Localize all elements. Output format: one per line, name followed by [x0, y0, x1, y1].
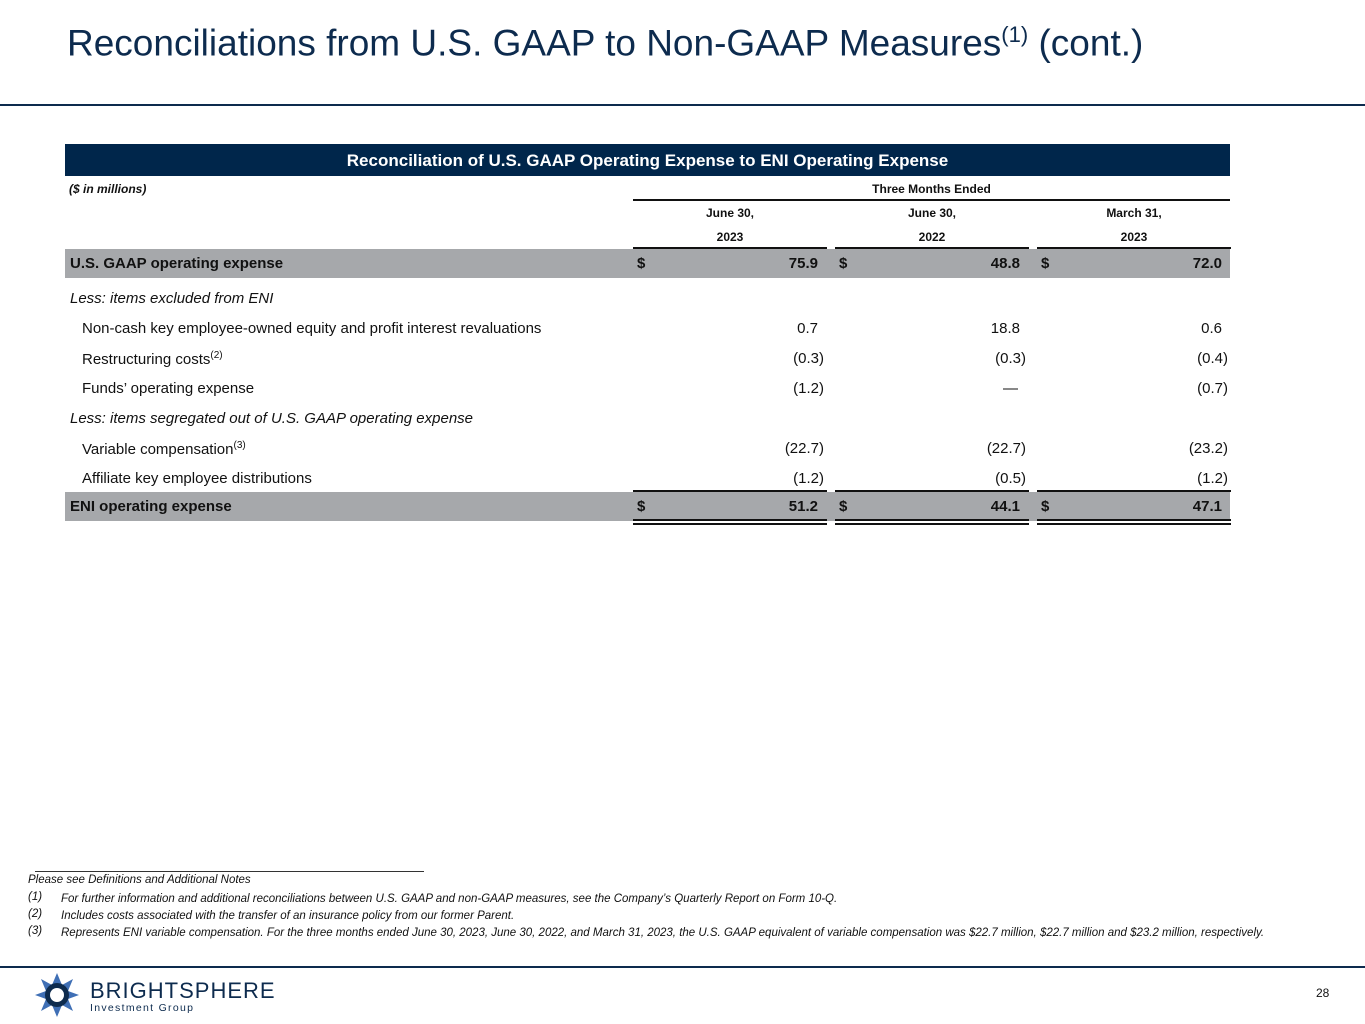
- rule: [633, 519, 827, 521]
- cell-value: (22.7): [784, 440, 824, 457]
- page-number: 28: [1316, 986, 1330, 1000]
- currency: $: [839, 255, 848, 272]
- title-sup: (1): [1001, 22, 1029, 47]
- note-ref: (2): [210, 350, 223, 361]
- logo: [35, 973, 79, 1017]
- tagline: Investment Group: [90, 1002, 195, 1014]
- row-label: Less: items segregated out of U.S. GAAP …: [70, 410, 473, 427]
- row-label: Affiliate key employee distributions: [82, 470, 312, 487]
- table-row: Non-cash key employee-owned equity and p…: [65, 314, 1230, 343]
- brand: BRIGHTSPHERE: [90, 978, 276, 1003]
- cell-value: 0.7: [797, 320, 818, 337]
- row-label: Variable compensation(3): [82, 440, 246, 458]
- cell-value: (23.2): [1188, 440, 1228, 457]
- cell-value: 0.6: [1201, 320, 1222, 337]
- table-row: ENI operating expense $51.2 $44.1 $47.1: [65, 492, 1230, 521]
- currency: $: [1041, 498, 1050, 515]
- title-suffix: (cont.): [1038, 22, 1144, 64]
- rule: [1037, 247, 1231, 249]
- note-ref: (3): [233, 440, 246, 451]
- cell-value: 48.8: [990, 255, 1020, 272]
- row-label: ENI operating expense: [70, 498, 232, 515]
- table-row: Variable compensation(3) (22.7) (22.7) (23.…: [65, 434, 1230, 463]
- units: ($ in millions): [69, 182, 147, 196]
- title: Reconciliations from U.S. GAAP to Non-GA…: [67, 22, 1143, 64]
- cell-value: (0.3): [995, 350, 1026, 367]
- rule: [0, 966, 1365, 968]
- column-header: June 30,: [907, 206, 957, 220]
- cell-value: (1.2): [793, 470, 824, 487]
- cell-value: (22.7): [986, 440, 1026, 457]
- currency: $: [637, 498, 646, 515]
- row-label: U.S. GAAP operating expense: [70, 255, 283, 272]
- rule: [835, 490, 1029, 492]
- table-caption: Reconciliation of U.S. GAAP Operating Ex…: [65, 144, 1230, 176]
- column-header: March 31,: [1106, 206, 1162, 220]
- rule: [0, 104, 1365, 106]
- rule: [633, 199, 1230, 201]
- cell-value: (0.7): [1197, 380, 1228, 397]
- cell-value: (1.2): [1197, 470, 1228, 487]
- table-row: Restructuring costs(2) (0.3) (0.3) (0.4): [65, 344, 1230, 373]
- rule: [633, 247, 827, 249]
- footnote-intro: Please see Definitions and Additional No…: [28, 874, 251, 886]
- rule: [633, 490, 827, 492]
- cell-value: (1.2): [793, 380, 824, 397]
- row-label: Less: items excluded from ENI: [70, 290, 273, 307]
- period-header: Three Months Ended: [872, 182, 991, 196]
- rule: [835, 247, 1029, 249]
- currency: $: [839, 498, 848, 515]
- table-row: Funds’ operating expense (1.2) — (0.7): [65, 374, 1230, 403]
- title-text: Reconciliations from U.S. GAAP to Non-GA…: [67, 22, 1002, 64]
- currency: $: [637, 255, 646, 272]
- table-row: U.S. GAAP operating expense $75.9 $48.8 $72…: [65, 249, 1230, 278]
- rule: [35, 871, 424, 872]
- footnote-text: Includes costs associated with the trans…: [61, 910, 515, 922]
- label-text: Restructuring costs: [82, 351, 211, 368]
- row-label: Restructuring costs(2): [82, 350, 223, 368]
- label-text: Variable compensation: [82, 441, 234, 458]
- label-text: Non-cash key employee-owned equity and p…: [82, 320, 542, 337]
- table-row: Less: items excluded from ENI: [65, 284, 1230, 313]
- cell-value: 51.2: [788, 498, 818, 515]
- row-label: Funds’ operating expense: [82, 380, 254, 397]
- column-header: 2023: [716, 230, 744, 244]
- cell-value: 47.1: [1192, 498, 1222, 515]
- cell-value: 18.8: [990, 320, 1020, 337]
- column-header: 2023: [1120, 230, 1148, 244]
- footnote-text: Represents ENI variable compensation. Fo…: [61, 927, 1265, 939]
- footnote-text: For further information and additional r…: [61, 893, 838, 905]
- column-header: 2022: [918, 230, 946, 244]
- rule: [1037, 490, 1231, 492]
- label-text: Less: items segregated out of U.S. GAAP …: [70, 410, 474, 427]
- cell-value: (0.5): [995, 470, 1026, 487]
- label-text: ENI operating expense: [70, 498, 232, 515]
- row-label: Non-cash key employee-owned equity and p…: [82, 320, 541, 337]
- rule: [835, 519, 1029, 521]
- cell-value: 72.0: [1192, 255, 1222, 272]
- table-row: Less: items segregated out of U.S. GAAP …: [65, 404, 1230, 433]
- rule: [1037, 523, 1231, 525]
- cell-value: —: [1003, 380, 1018, 397]
- cell-value: (0.3): [793, 350, 824, 367]
- rule: [835, 523, 1029, 525]
- rule: [633, 523, 827, 525]
- footnote-marker: (2): [28, 908, 43, 920]
- footnote-marker: (3): [28, 925, 43, 937]
- cell-value: (0.4): [1197, 350, 1228, 367]
- currency: $: [1041, 255, 1050, 272]
- column-header: June 30,: [705, 206, 755, 220]
- label-text: Less: items excluded from ENI: [70, 290, 274, 307]
- footnote-marker: (1): [28, 891, 43, 903]
- label-text: Funds’ operating expense: [82, 380, 255, 397]
- rule: [1037, 519, 1231, 521]
- table-row: Affiliate key employee distributions (1.2…: [65, 464, 1230, 493]
- cell-value: 75.9: [788, 255, 818, 272]
- label-text: U.S. GAAP operating expense: [70, 255, 284, 272]
- label-text: Affiliate key employee distributions: [82, 470, 312, 487]
- cell-value: 44.1: [990, 498, 1020, 515]
